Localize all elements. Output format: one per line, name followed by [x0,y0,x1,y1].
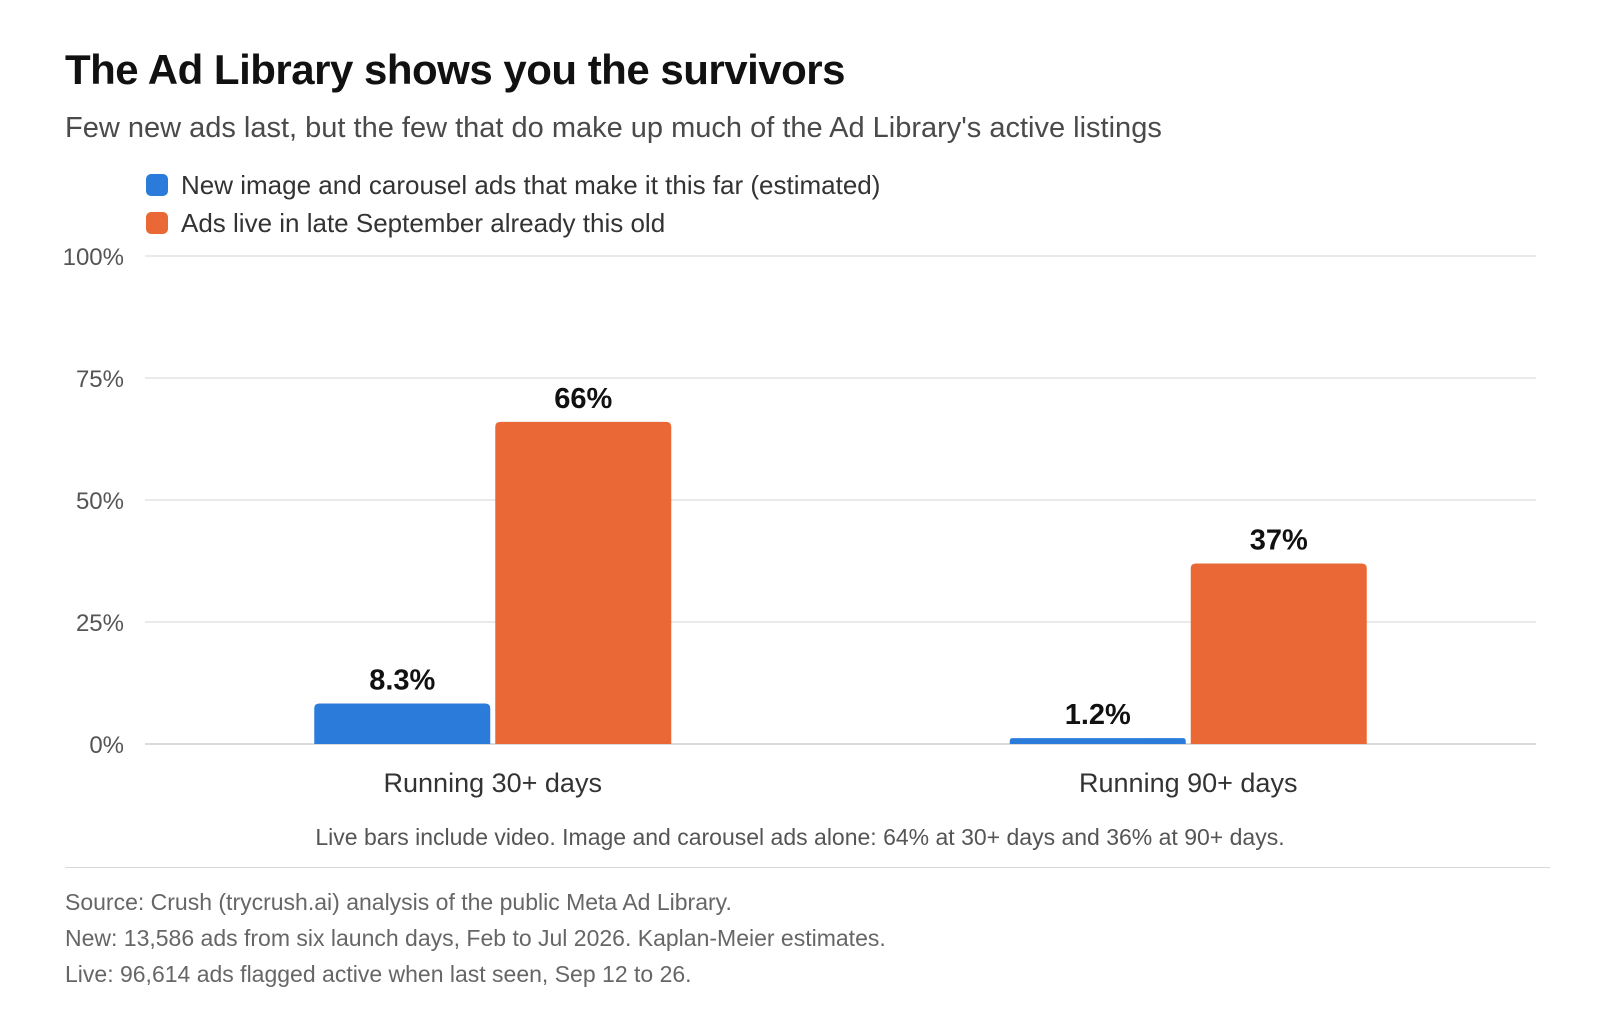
bar [314,703,491,744]
legend: New image and carousel ads that make it … [146,166,880,242]
y-tick-label: 0% [89,732,124,759]
bar [495,421,672,744]
data-label: 1.2% [1065,699,1131,731]
chart-subtitle: Few new ads last, but the few that do ma… [65,112,1162,144]
legend-item-new-ads: New image and carousel ads that make it … [146,166,880,204]
legend-label-new-ads: New image and carousel ads that make it … [181,169,881,200]
source-footer: Source: Crush (trycrush.ai) analysis of … [65,889,886,997]
legend-swatch-live-ads [146,212,168,234]
legend-label-live-ads: Ads live in late September already this … [181,207,666,238]
data-label: 66% [554,383,612,415]
bar [1190,563,1367,744]
bar [1009,738,1186,744]
bar-chart: 0% 25% 50% 75% 100% 8.3% 66% Running 30+ days 1.… [63,244,1536,798]
y-tick-label: 50% [76,488,124,515]
legend-swatch-new-ads [146,174,168,196]
data-label: 37% [1250,524,1308,556]
footer-new-ads-line: New: 13,586 ads from six launch days, Fe… [65,925,886,951]
y-tick-label: 100% [63,244,124,271]
chart-note: Live bars include video. Image and carou… [315,824,1285,850]
x-tick-label: Running 90+ days [1079,768,1297,798]
footer-live-ads-line: Live: 96,614 ads flagged active when las… [65,961,692,987]
footer-source-line: Source: Crush (trycrush.ai) analysis of … [65,889,732,915]
legend-item-live-ads: Ads live in late September already this … [146,204,880,242]
y-tick-label: 75% [76,366,124,393]
data-label: 8.3% [369,664,435,696]
footer-divider [65,867,1550,868]
y-tick-label: 25% [76,610,124,637]
chart-title: The Ad Library shows you the survivors [65,46,845,93]
x-tick-label: Running 30+ days [384,768,602,798]
